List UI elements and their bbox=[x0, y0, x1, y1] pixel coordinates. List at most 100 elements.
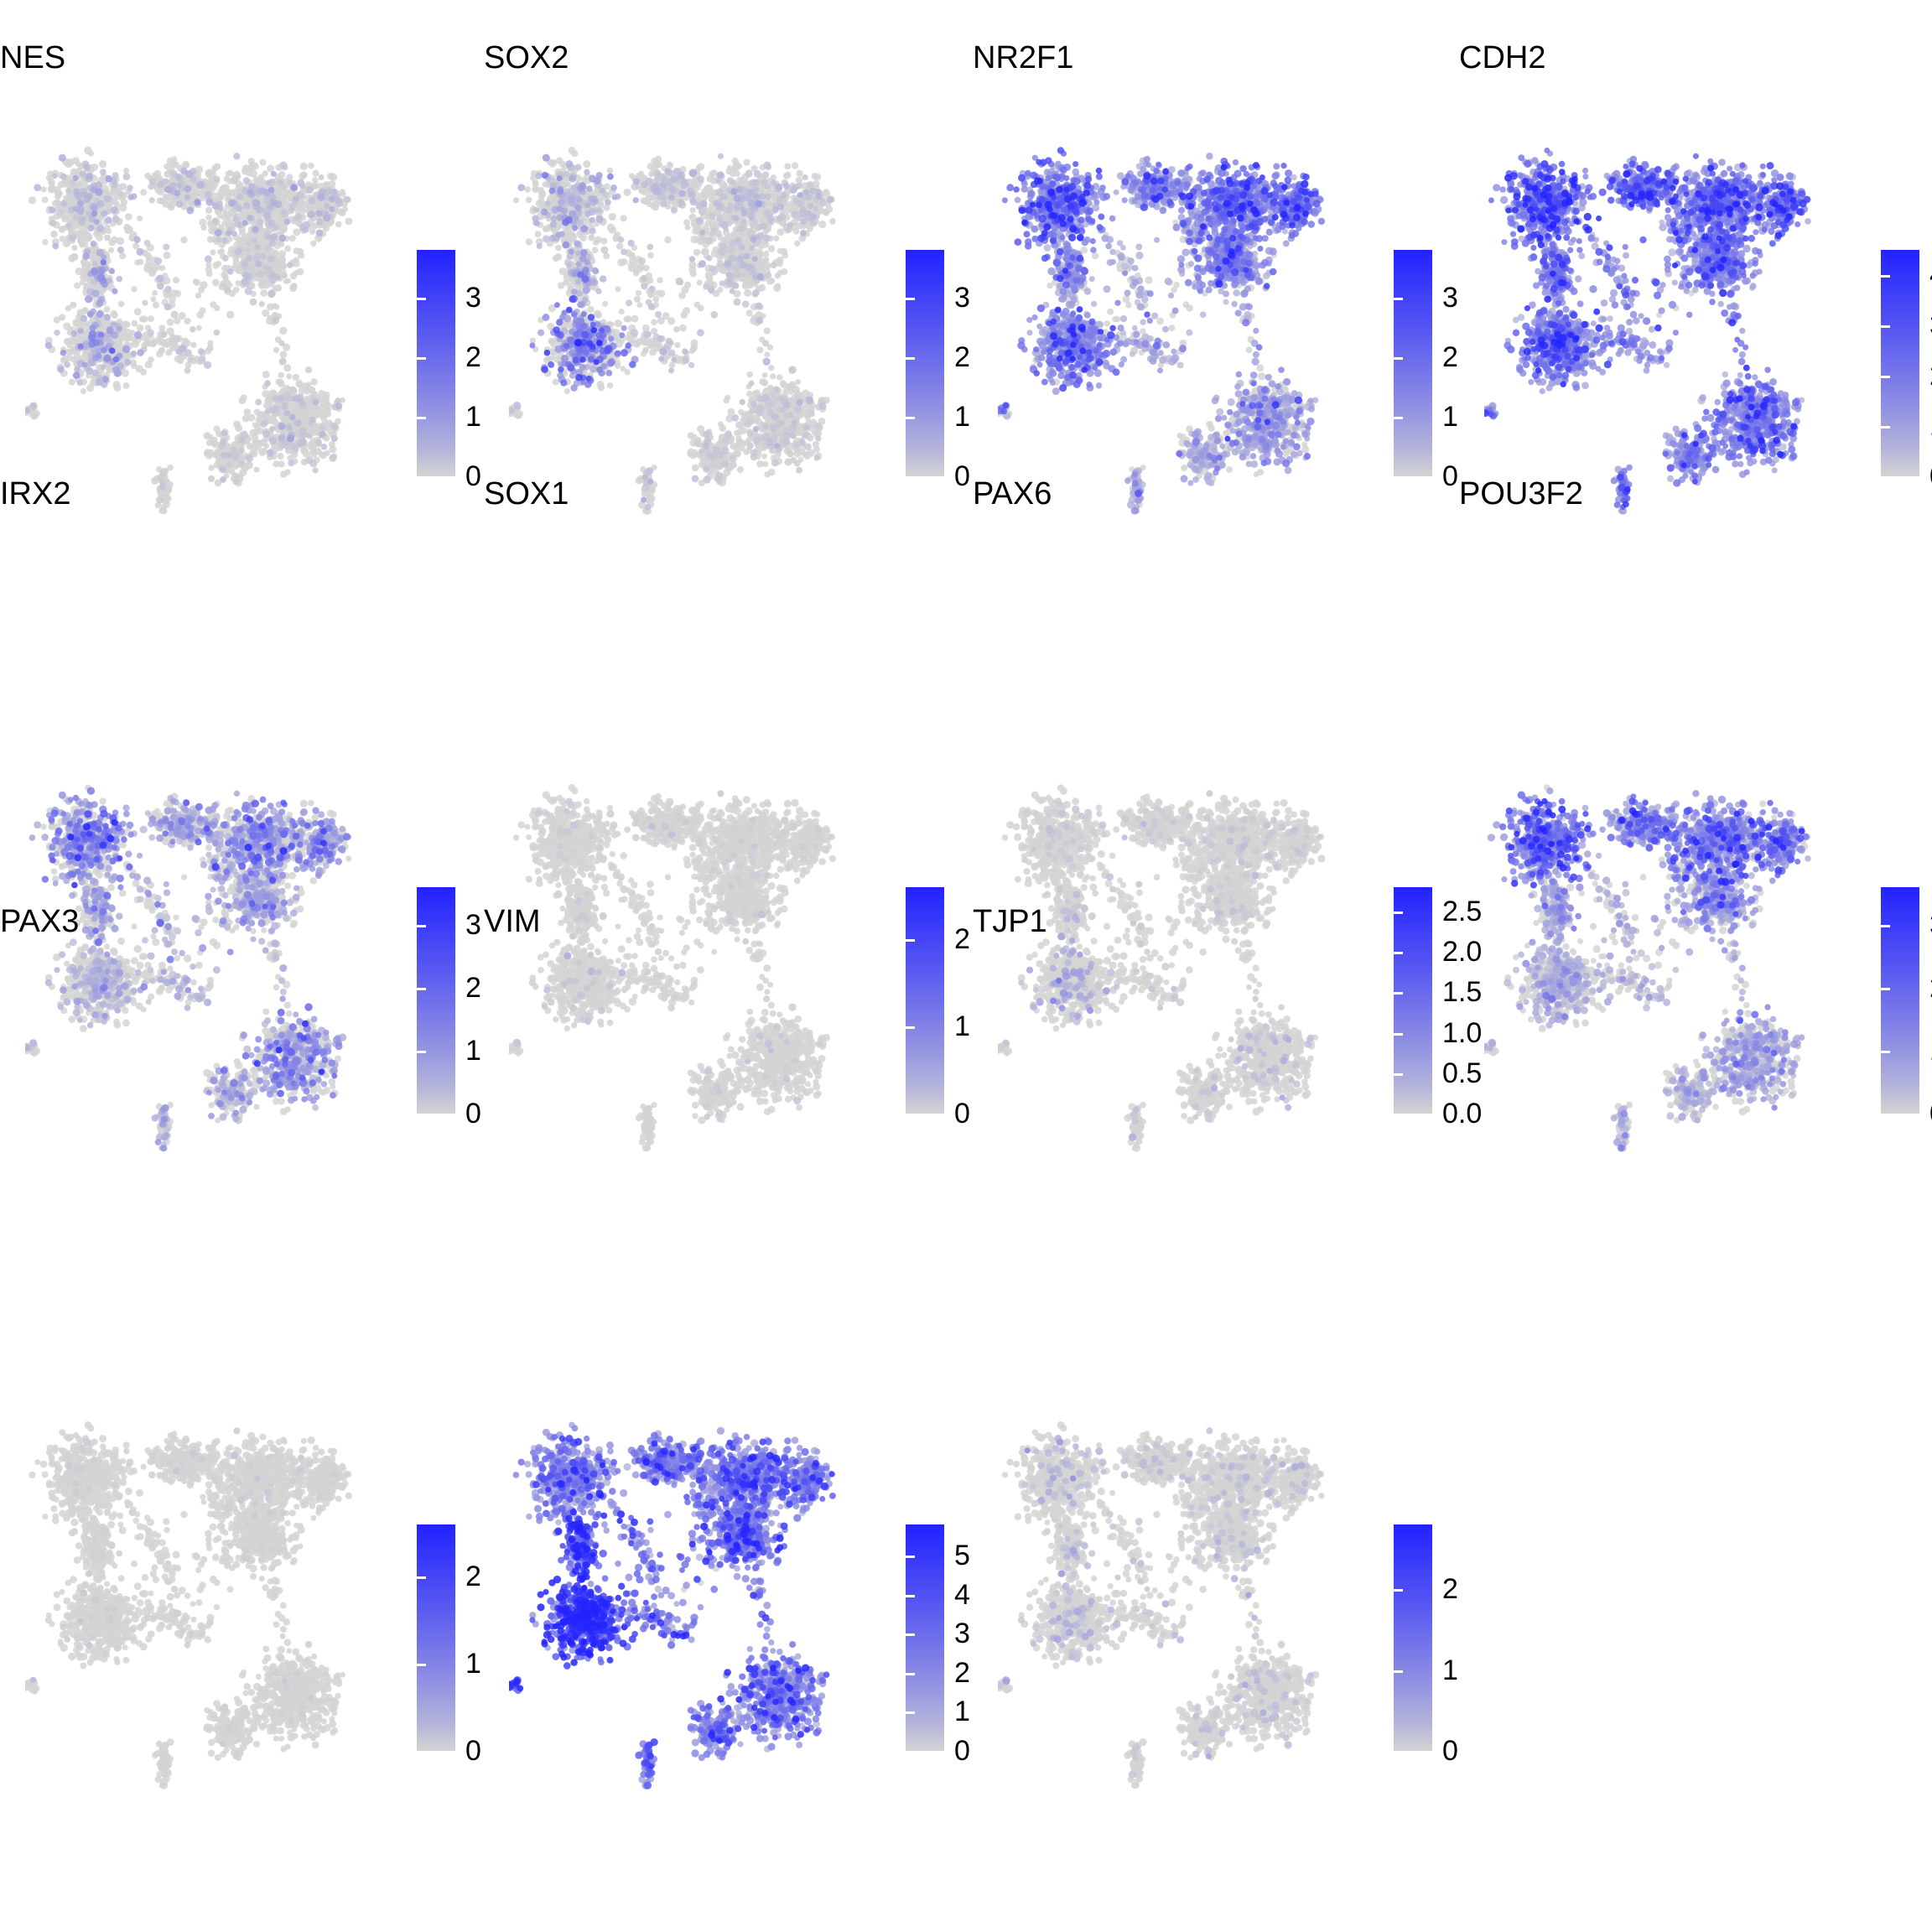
colorbar-tick-mark bbox=[906, 1026, 915, 1030]
colorbar-tick-mark bbox=[542, 1051, 551, 1053]
colorbar-tick-mark bbox=[542, 297, 551, 300]
colorbar-tick-mark bbox=[1519, 1670, 1528, 1673]
colorbar-tjp1: 2 1 0 bbox=[1394, 1524, 1528, 1765]
panel-title-sox1: SOX1 bbox=[484, 478, 569, 510]
colorbar-tick-mark bbox=[1881, 426, 1890, 428]
colorbar-gradient bbox=[1394, 887, 1432, 1114]
umap-scatter-sox2 bbox=[509, 117, 861, 537]
umap-scatter-nes bbox=[25, 117, 377, 537]
colorbar-tick-mark bbox=[1394, 297, 1403, 300]
umap-scatter-pax6 bbox=[998, 755, 1350, 1174]
panel-title-nes: NES bbox=[0, 42, 65, 74]
colorbar-tick-label: 1 bbox=[954, 402, 970, 431]
colorbar-tick-mark bbox=[542, 1664, 551, 1667]
colorbar-tick-label: 2 bbox=[1442, 343, 1458, 371]
umap-scatter-pou3f2 bbox=[1484, 755, 1836, 1174]
colorbar-tick-mark bbox=[1031, 1711, 1040, 1715]
colorbar-tick-label: 0 bbox=[954, 1737, 970, 1765]
colorbar-tick-mark bbox=[542, 1576, 551, 1580]
panel-title-pou3f2: POU3F2 bbox=[1459, 478, 1583, 510]
colorbar-tick-mark bbox=[1031, 1594, 1040, 1597]
colorbar-tick-label: 0 bbox=[465, 462, 481, 491]
colorbar-tick-mark bbox=[417, 416, 426, 419]
colorbar-tick-label: 0 bbox=[1442, 462, 1458, 491]
colorbar-tick-mark bbox=[1031, 1672, 1040, 1675]
colorbar-tick-label: 2 bbox=[1442, 1575, 1458, 1603]
colorbar-tick-label: 1.0 bbox=[1442, 1019, 1482, 1047]
colorbar-tick-mark bbox=[417, 1664, 426, 1667]
panel-title-sox2: SOX2 bbox=[484, 42, 569, 74]
panel-title-cdh2: CDH2 bbox=[1459, 42, 1545, 74]
colorbar-tick-mark bbox=[1519, 1032, 1528, 1036]
colorbar-tick-label: 1 bbox=[465, 1649, 481, 1678]
colorbar-tick-mark bbox=[417, 356, 426, 360]
colorbar-tick-mark bbox=[1394, 952, 1403, 955]
colorbar-pou3f2: 3 2 1 0 bbox=[1881, 887, 1932, 1128]
colorbar-tick-mark bbox=[1394, 992, 1403, 995]
colorbar-tick-label: 0 bbox=[954, 462, 970, 491]
colorbar-irx2: 3 2 1 0 bbox=[417, 887, 551, 1128]
colorbar-tick-label: 1 bbox=[1929, 1036, 1932, 1065]
colorbar-tick-mark bbox=[906, 1633, 915, 1637]
colorbar-gradient bbox=[417, 887, 455, 1114]
colorbar-tick-label: 0 bbox=[1929, 462, 1932, 491]
panel-title-vim: VIM bbox=[484, 906, 541, 937]
colorbar-tick-label: 2 bbox=[954, 1659, 970, 1687]
colorbar-gradient bbox=[906, 1524, 944, 1751]
colorbar-sox1: 2 1 0 bbox=[906, 887, 1040, 1128]
panel-title-pax3: PAX3 bbox=[0, 906, 79, 937]
colorbar-tick-label: 5 bbox=[954, 1541, 970, 1570]
colorbar-tick-mark bbox=[417, 925, 426, 927]
colorbar-tick-label: 3 bbox=[1442, 283, 1458, 312]
colorbar-tick-mark bbox=[417, 1051, 426, 1053]
colorbar-tick-mark bbox=[1394, 356, 1403, 360]
colorbar-tick-label: 2 bbox=[1929, 361, 1932, 390]
colorbar-tick-mark bbox=[906, 1672, 915, 1675]
colorbar-sox2: 3 2 1 0 bbox=[906, 250, 1040, 491]
colorbar-tick-label: 2.0 bbox=[1442, 937, 1482, 966]
panel-title-irx2: IRX2 bbox=[0, 478, 70, 510]
colorbar-tick-mark bbox=[906, 1594, 915, 1597]
colorbar-tick-mark bbox=[906, 939, 915, 943]
colorbar-tick-mark bbox=[1031, 297, 1040, 300]
colorbar-tick-label: 3 bbox=[954, 283, 970, 312]
colorbar-tick-mark bbox=[1394, 1589, 1403, 1592]
colorbar-tick-label: 2 bbox=[1929, 974, 1932, 1002]
colorbar-tick-label: 3 bbox=[954, 1619, 970, 1648]
colorbar-tick-mark bbox=[1394, 1072, 1403, 1076]
umap-scatter-tjp1 bbox=[998, 1392, 1350, 1811]
colorbar-tick-label: 1.5 bbox=[1442, 978, 1482, 1006]
colorbar-tick-label: 1 bbox=[954, 1012, 970, 1041]
colorbar-tick-label: 1 bbox=[1929, 412, 1932, 440]
colorbar-tick-mark bbox=[906, 356, 915, 360]
colorbar-pax3: 2 1 0 bbox=[417, 1524, 551, 1765]
colorbar-gradient bbox=[1881, 250, 1919, 476]
colorbar-tick-mark bbox=[1031, 939, 1040, 943]
colorbar-gradient bbox=[1881, 887, 1919, 1114]
colorbar-tick-label: 0.5 bbox=[1442, 1059, 1482, 1088]
colorbar-tick-mark bbox=[1881, 988, 1890, 990]
colorbar-tick-label: 2 bbox=[465, 1562, 481, 1591]
colorbar-tick-label: 3 bbox=[1929, 911, 1932, 939]
colorbar-tick-label: 3 bbox=[465, 911, 481, 939]
colorbar-tick-mark bbox=[1519, 1072, 1528, 1076]
colorbar-tick-label: 3 bbox=[1929, 311, 1932, 340]
umap-scatter-irx2 bbox=[25, 755, 377, 1174]
umap-scatter-vim bbox=[509, 1392, 861, 1811]
colorbar-tick-label: 1 bbox=[1442, 402, 1458, 431]
colorbar-tick-mark bbox=[906, 1555, 915, 1559]
colorbar-nr2f1: 3 2 1 0 bbox=[1394, 250, 1528, 491]
colorbar-tick-mark bbox=[417, 1576, 426, 1580]
colorbar-gradient bbox=[1394, 1524, 1432, 1751]
colorbar-tick-label: 1 bbox=[1442, 1656, 1458, 1685]
colorbar-tick-mark bbox=[1881, 1051, 1890, 1053]
colorbar-tick-label: 2 bbox=[465, 974, 481, 1002]
colorbar-tick-mark bbox=[417, 988, 426, 990]
colorbar-tick-mark bbox=[417, 297, 426, 300]
colorbar-cdh2: 4 3 2 1 0 bbox=[1881, 250, 1932, 491]
panel-title-tjp1: TJP1 bbox=[973, 906, 1047, 937]
colorbar-tick-label: 2 bbox=[465, 343, 481, 371]
colorbar-tick-label: 2.5 bbox=[1442, 897, 1482, 926]
colorbar-tick-mark bbox=[1394, 1670, 1403, 1673]
colorbar-tick-mark bbox=[1881, 275, 1890, 278]
